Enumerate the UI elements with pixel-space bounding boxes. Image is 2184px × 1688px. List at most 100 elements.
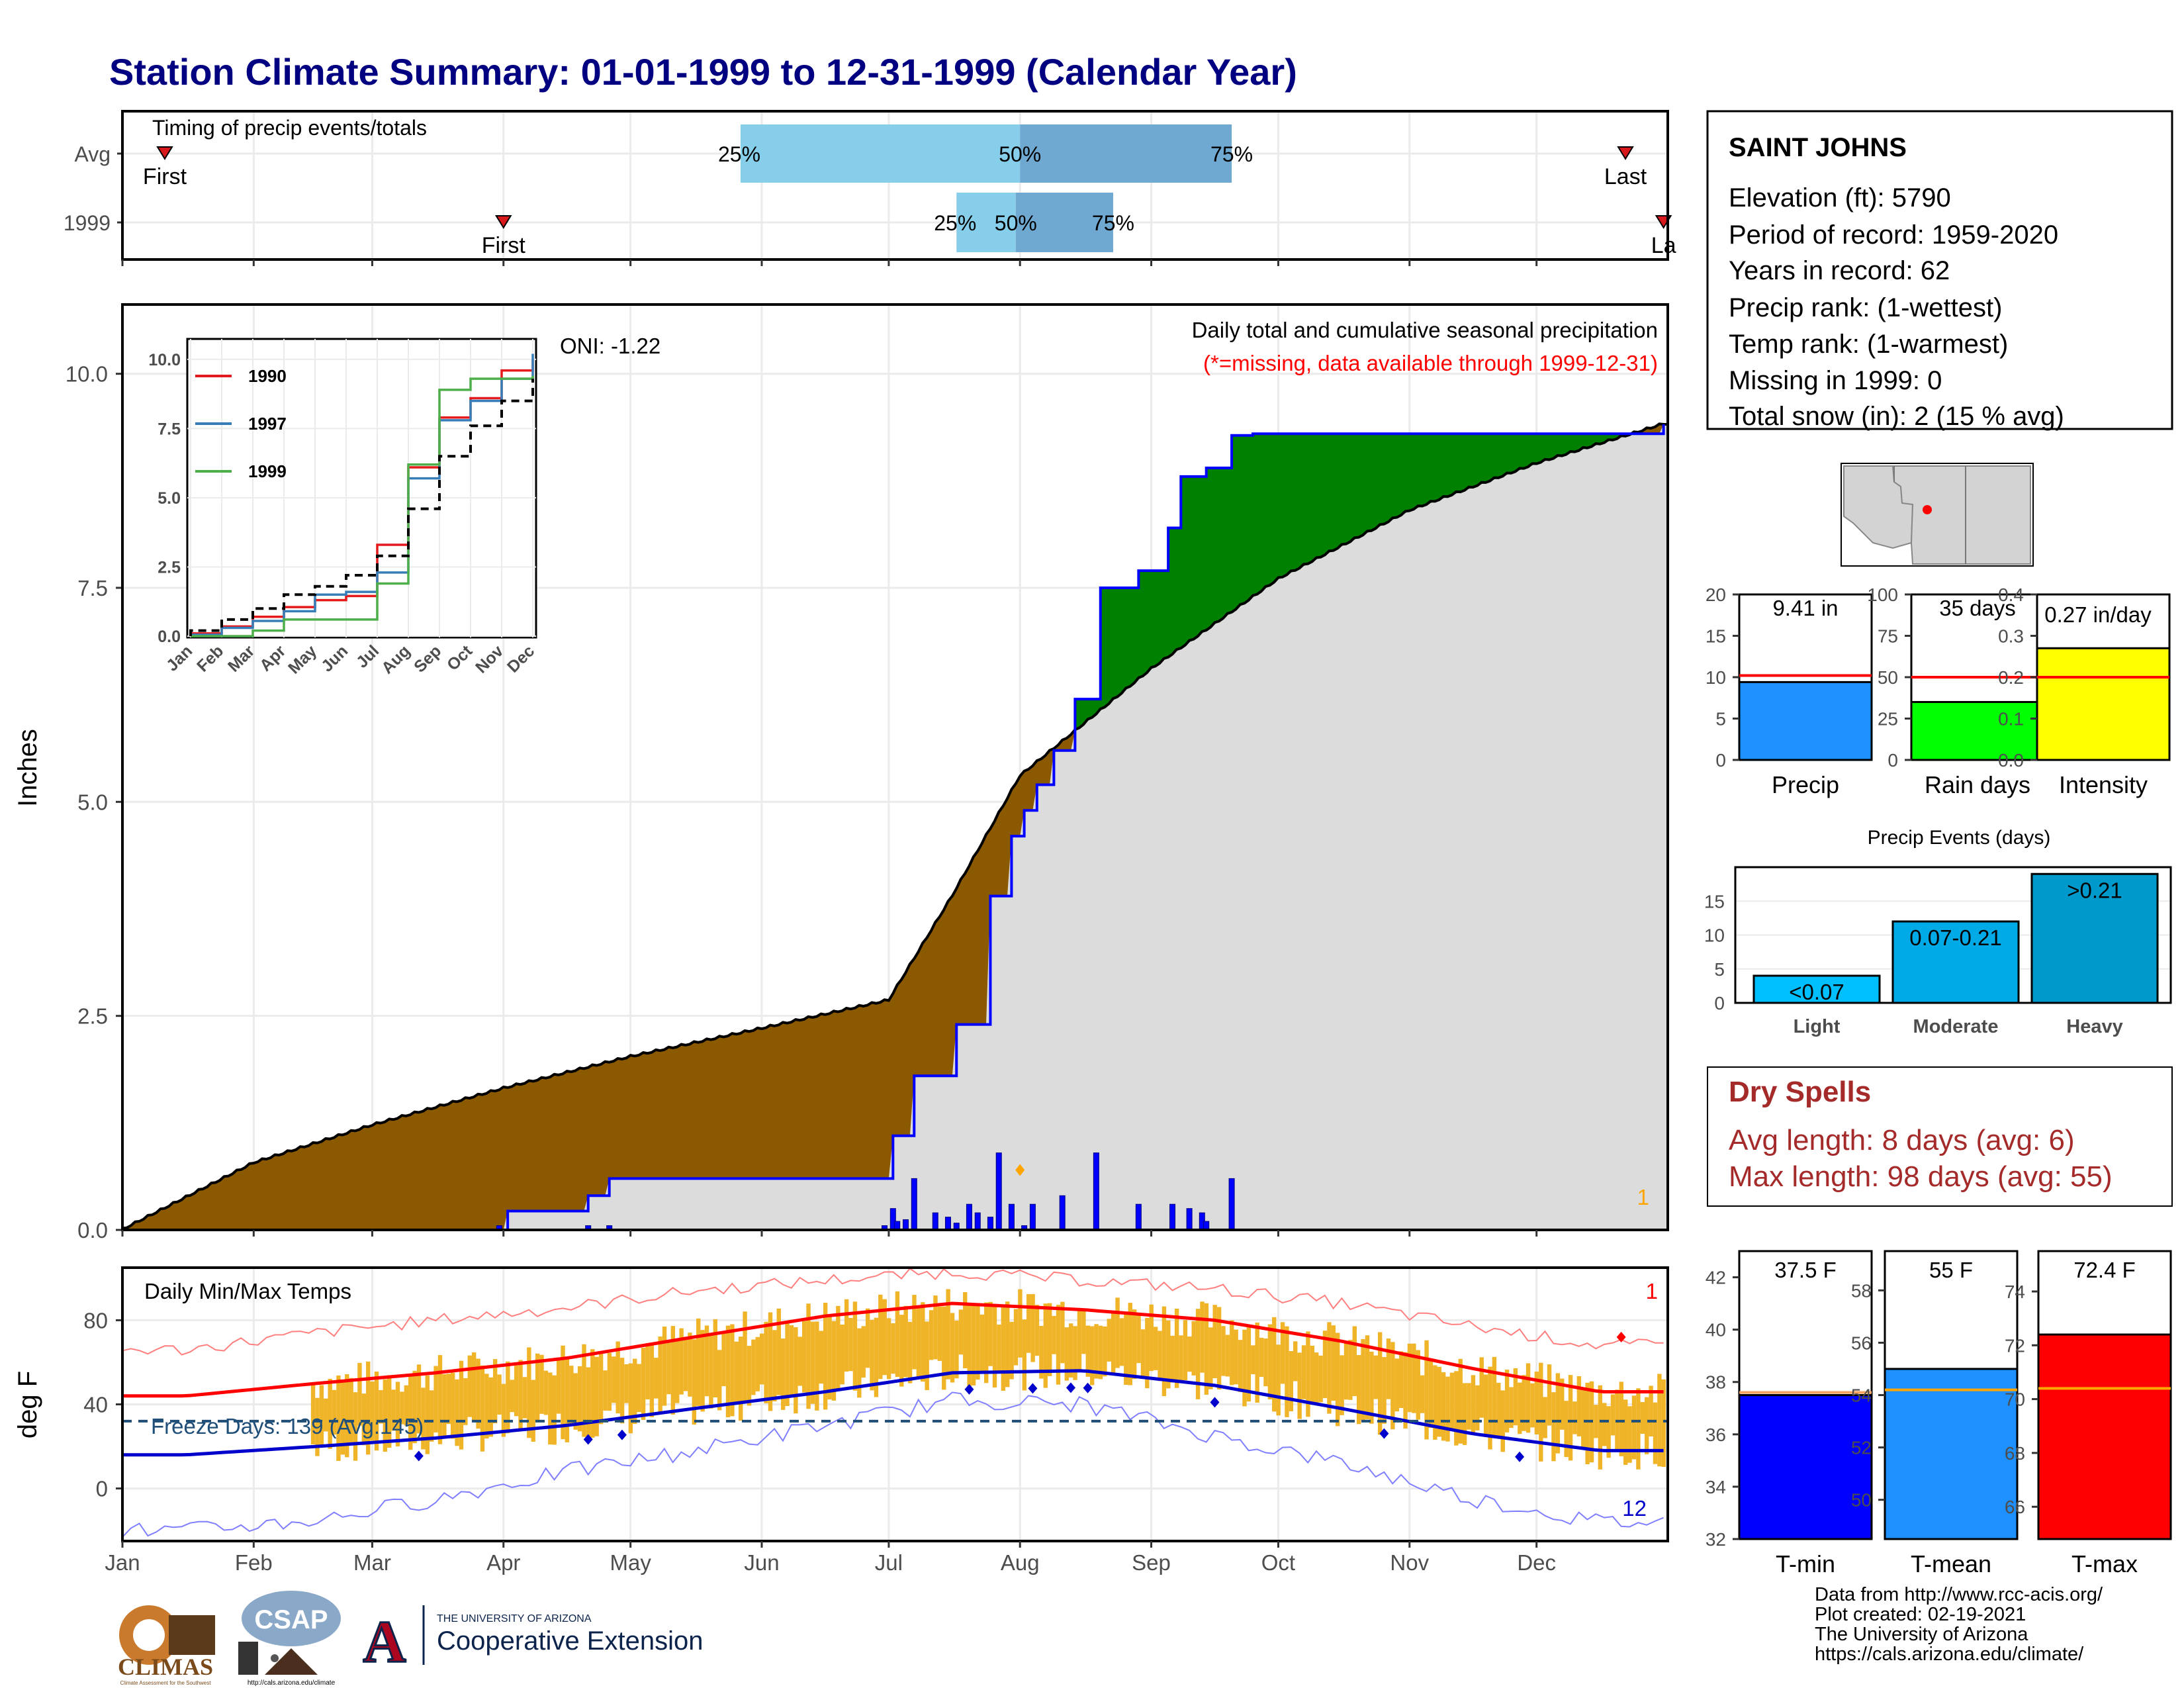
daily-temp-bar xyxy=(1191,1321,1196,1376)
daily-temp-bar xyxy=(886,1318,891,1380)
daily-temp-bar xyxy=(1572,1401,1577,1434)
daily-temp-bar xyxy=(925,1321,929,1391)
daily-temp-bar xyxy=(785,1323,790,1407)
daily-temp-bar xyxy=(857,1328,862,1398)
arizona-locator-map xyxy=(1841,463,2034,567)
daily-temp-bar xyxy=(1428,1360,1433,1429)
daily-temp-bar xyxy=(1449,1372,1455,1430)
month-label: May xyxy=(610,1550,651,1575)
events-bar-label: 0.07-0.21 xyxy=(1909,925,2001,950)
daily-temp-bar xyxy=(743,1311,747,1402)
precip-ytick-label: 7.5 xyxy=(77,576,108,600)
daily-temp-bar xyxy=(1420,1375,1425,1413)
intensity-ytick-label: 0.3 xyxy=(1998,626,2024,647)
daily-temp-bar xyxy=(967,1302,972,1390)
precip-ytick-label: 5.0 xyxy=(77,790,108,814)
precip-ytick-label: 10.0 xyxy=(66,362,108,387)
daily-precip-bar xyxy=(1093,1152,1099,1231)
daily-temp-bar xyxy=(471,1352,477,1421)
daily-temp-bar xyxy=(988,1301,993,1366)
daily-temp-bar xyxy=(1496,1382,1501,1438)
daily-temp-bar xyxy=(1522,1375,1526,1431)
daily-temp-bar xyxy=(412,1370,417,1444)
daily-temp-bar xyxy=(903,1305,908,1378)
daily-temp-bar xyxy=(1619,1382,1624,1456)
daily-temp-bar xyxy=(332,1389,337,1435)
daily-temp-bar xyxy=(1594,1405,1598,1438)
daily-precip-bar xyxy=(932,1212,938,1231)
precip-total-ytick-label: 5 xyxy=(1715,709,1726,729)
daily-temp-bar xyxy=(861,1326,866,1378)
daily-temp-bar xyxy=(1255,1323,1259,1403)
events-ytick-label: 10 xyxy=(1704,925,1725,946)
daily-temp-bar xyxy=(963,1291,968,1369)
dry-spells-title: Dry Spells xyxy=(1729,1076,1871,1108)
precip-subtitle: Daily total and cumulative seasonal prec… xyxy=(1192,318,1658,342)
daily-temp-bar xyxy=(1306,1331,1310,1417)
daily-temp-bar xyxy=(357,1362,362,1426)
daily-temp-bar xyxy=(1369,1351,1374,1424)
daily-temp-bar xyxy=(1128,1303,1132,1385)
timing-last-label: Last xyxy=(1604,164,1647,189)
daily-precip-bar xyxy=(1059,1195,1066,1231)
t-mean-ytick-label: 54 xyxy=(1851,1385,1872,1406)
climas-logo-subtext: Climate Assessment for the Southwest xyxy=(120,1680,212,1686)
daily-temp-bar xyxy=(1416,1350,1420,1420)
climas-logo-text: CLIMAS xyxy=(118,1654,213,1680)
daily-temp-bar xyxy=(675,1340,680,1403)
t-min-ytick-label: 36 xyxy=(1706,1425,1726,1445)
precip-ylabel: Inches xyxy=(13,729,42,807)
daily-temp-bar xyxy=(1310,1345,1315,1405)
inset-ytick-label: 7.5 xyxy=(158,420,181,438)
daily-temp-bar xyxy=(929,1310,934,1360)
daily-temp-bar xyxy=(615,1341,620,1414)
rain-days-ytick-label: 50 xyxy=(1878,667,1898,688)
intensity-ytick-label: 0.4 xyxy=(1998,585,2024,605)
month-label: Jan xyxy=(105,1550,140,1575)
daily-temp-bar xyxy=(725,1325,731,1418)
daily-temp-bar xyxy=(552,1375,557,1445)
daily-temp-bar xyxy=(1187,1336,1192,1372)
daily-temp-bar xyxy=(366,1361,371,1455)
daily-temp-bar xyxy=(459,1360,464,1450)
climas-logo: CLIMAS Climate Assessment for the Southw… xyxy=(118,1605,215,1686)
daily-precip-bar xyxy=(944,1217,951,1231)
daily-temp-bar xyxy=(565,1358,570,1442)
daily-temp-bar xyxy=(1174,1308,1179,1388)
daily-temp-bar xyxy=(1013,1309,1019,1366)
timing-label-25: 25% xyxy=(718,142,760,166)
station-precip-rank: Precip rank: (1-wettest) xyxy=(1729,293,2002,322)
daily-precip-bar xyxy=(902,1219,909,1231)
daily-temp-bar xyxy=(794,1327,798,1414)
daily-temp-bar xyxy=(1009,1321,1014,1380)
daily-temp-bar xyxy=(709,1334,713,1409)
intensity-ytick-label: 0.0 xyxy=(1998,750,2024,771)
daily-temp-bar xyxy=(1598,1385,1603,1470)
daily-temp-bar xyxy=(958,1309,964,1355)
daily-temp-bar xyxy=(1365,1335,1370,1420)
daily-temp-bar xyxy=(539,1354,544,1414)
daily-temp-bar xyxy=(713,1319,718,1398)
precip-average-line xyxy=(122,422,1668,1230)
precip-ytick-label: 0.0 xyxy=(77,1218,108,1243)
daily-temp-bar xyxy=(1398,1351,1404,1409)
record-high-count: 1 xyxy=(1646,1279,1658,1303)
daily-temp-bar xyxy=(1285,1326,1289,1417)
daily-temp-bar xyxy=(1089,1326,1095,1385)
daily-temp-bar xyxy=(764,1321,768,1403)
daily-temp-bar xyxy=(328,1378,332,1449)
daily-temp-bar xyxy=(577,1366,582,1432)
t-mean-ytick-label: 50 xyxy=(1851,1490,1872,1511)
precip-missing-count: 1 xyxy=(1637,1185,1649,1209)
daily-temp-bar xyxy=(797,1336,802,1386)
daily-temp-bar xyxy=(1145,1317,1150,1389)
daily-temp-bar xyxy=(717,1350,722,1411)
inset-legend-label: 1990 xyxy=(248,366,287,386)
daily-temp-bar xyxy=(527,1347,531,1438)
daily-temp-bar xyxy=(1327,1322,1332,1414)
daily-temp-bar xyxy=(1390,1342,1395,1430)
daily-temp-bar xyxy=(488,1377,493,1437)
university-of-arizona-logo: A THE UNIVERSITY OF ARIZONA Cooperative … xyxy=(361,1605,703,1676)
inset-ytick-label: 10.0 xyxy=(148,351,181,369)
